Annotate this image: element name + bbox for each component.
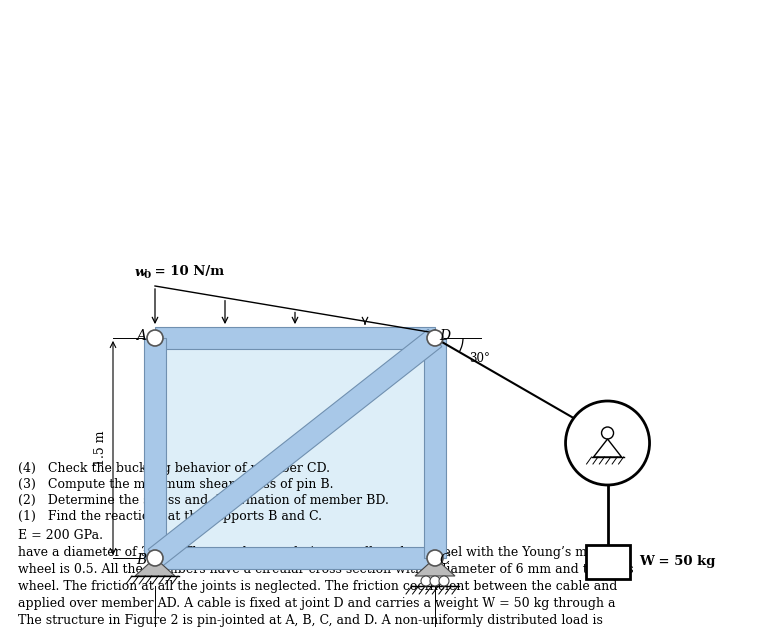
Text: A: A (136, 329, 146, 343)
Polygon shape (585, 545, 630, 579)
Text: = 10 N/m: = 10 N/m (150, 265, 224, 278)
Text: wheel. The friction at all the joints is neglected. The friction coefficient bet: wheel. The friction at all the joints is… (18, 580, 617, 593)
Text: The structure in Figure 2 is pin-jointed at A, B, C, and D. A non-uniformly dist: The structure in Figure 2 is pin-jointed… (18, 614, 603, 627)
Circle shape (427, 550, 443, 566)
Text: 1.5 m: 1.5 m (94, 430, 107, 466)
Text: (3)   Compute the maximum shear stress of pin B.: (3) Compute the maximum shear stress of … (18, 478, 334, 491)
Polygon shape (155, 327, 435, 349)
Circle shape (565, 401, 650, 485)
Text: C: C (439, 553, 450, 567)
Polygon shape (135, 558, 175, 576)
Text: w: w (135, 265, 146, 278)
Text: applied over member AD. A cable is fixed at joint D and carries a weight W = 50 : applied over member AD. A cable is fixed… (18, 597, 615, 610)
Circle shape (421, 576, 431, 586)
Circle shape (439, 576, 449, 586)
Text: D: D (439, 329, 450, 343)
Text: E = 200 GPa.: E = 200 GPa. (18, 529, 103, 542)
Circle shape (430, 576, 440, 586)
Circle shape (147, 550, 163, 566)
Polygon shape (155, 338, 435, 558)
Text: W = 50 kg: W = 50 kg (640, 556, 716, 569)
Circle shape (147, 330, 163, 346)
Text: 30°: 30° (469, 352, 490, 365)
Polygon shape (415, 558, 455, 576)
Text: (1)   Find the reactions at the supports B and C.: (1) Find the reactions at the supports B… (18, 510, 322, 523)
Circle shape (427, 330, 443, 346)
Text: (2)   Determine the stress and deformation of member BD.: (2) Determine the stress and deformation… (18, 494, 389, 507)
Polygon shape (144, 338, 166, 558)
Text: 0: 0 (144, 270, 151, 280)
Text: have a diameter of 3 mm. The members and pins are all made of steel with the You: have a diameter of 3 mm. The members and… (18, 546, 629, 559)
Polygon shape (155, 547, 435, 569)
Text: wheel is 0.5. All the members have a circular cross section with a diameter of 6: wheel is 0.5. All the members have a cir… (18, 563, 634, 576)
Polygon shape (424, 338, 446, 558)
Circle shape (601, 427, 614, 439)
Polygon shape (148, 329, 442, 567)
Text: (4)   Check the buckling behavior of member CD.: (4) Check the buckling behavior of membe… (18, 462, 330, 475)
Text: B: B (136, 553, 146, 567)
